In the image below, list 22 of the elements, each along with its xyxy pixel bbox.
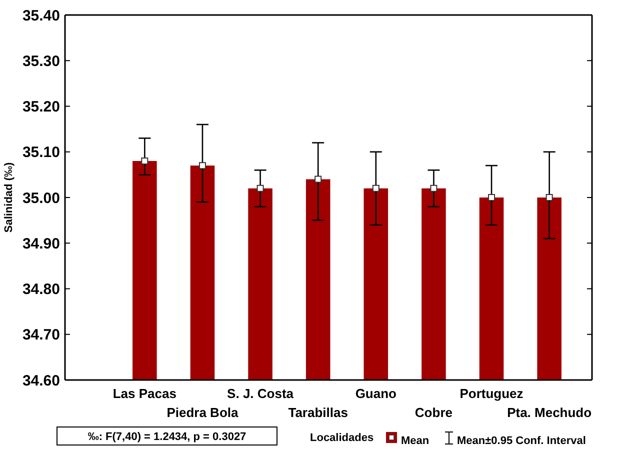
y-tick-label: 35.00: [22, 190, 60, 207]
x-tick-label: Tarabillas: [288, 405, 348, 420]
y-tick-label: 35.10: [22, 144, 60, 162]
x-tick-label: Guano: [355, 386, 397, 401]
x-tick-label: Portuguez: [460, 386, 524, 401]
x-tick-label: Piedra Bola: [166, 405, 240, 420]
legend-title: Localidades: [310, 432, 374, 444]
y-tick-label: 34.70: [22, 326, 60, 344]
x-tick-label: S. J. Costa: [227, 386, 294, 401]
y-tick-label: 34.90: [22, 235, 60, 252]
x-tick-label: Las Pacas: [112, 386, 176, 401]
y-tick-label: 35.40: [22, 7, 60, 24]
text: ‰: F(7,40) = 1.2434, p = 0.3027: [88, 431, 246, 443]
y-tick-label: 35.20: [22, 98, 60, 116]
y-tick-label: 34.60: [22, 372, 60, 390]
y-axis-title: Salinidad (‰): [3, 162, 15, 233]
y-tick-label: 34.80: [22, 281, 60, 298]
legend-label: Mean: [401, 435, 430, 447]
text: Mean±0.95 Conf. Interval: [457, 435, 586, 447]
y-tick-label: 35.30: [22, 52, 60, 70]
x-tick-label: Pta. Mechudo: [507, 405, 592, 420]
x-tick-label: Cobre: [414, 405, 452, 420]
